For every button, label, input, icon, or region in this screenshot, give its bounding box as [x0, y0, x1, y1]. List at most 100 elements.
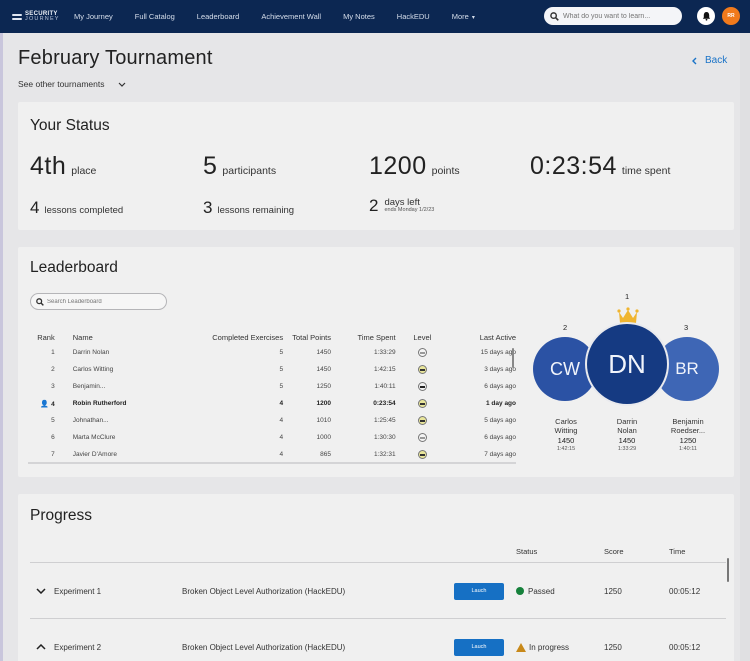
security-journey-logo[interactable]: SECURITY JOURNEY [12, 11, 64, 23]
nav-more[interactable]: More ▾ [452, 12, 475, 21]
podium-info-second: Carlos Witting 1450 1:42:15 [533, 417, 599, 452]
points-cell: 1000 [316, 434, 332, 441]
points-cell: 1450 [316, 349, 332, 356]
progress-header-divider [30, 562, 726, 563]
stat-points: 1200 points [369, 152, 460, 181]
top-three-podium: 2 1 3 CW BR DN Carlos Witting 1450 1:42:… [531, 287, 731, 467]
name-cell: Marta McClure [72, 434, 116, 441]
nav-leaderboard[interactable]: Leaderboard [196, 12, 240, 21]
rank-cell: 6 [51, 434, 55, 441]
podium-rank-3: 3 [684, 323, 689, 332]
score-cell: 1250 [604, 586, 622, 596]
col-status: Status [516, 547, 538, 556]
logo-line1: SECURITY [25, 10, 58, 17]
progress-title: Progress [30, 507, 93, 524]
search-icon [36, 297, 44, 306]
table-row[interactable]: 5 Johnathan... 4 1010 1:25:45 5 days ago [28, 412, 516, 429]
bell-icon [702, 11, 710, 21]
stat-lessons-completed: 4 lessons completed [30, 198, 123, 218]
last-active-cell: 3 days ago [484, 366, 516, 373]
leaderboard-title: Leaderboard [30, 259, 118, 276]
notifications-button[interactable] [697, 7, 715, 25]
time-cell: 1:40:11 [374, 383, 396, 390]
rank-cell: 1 [51, 349, 55, 356]
score-cell: 1250 [604, 642, 622, 652]
experiment-label: Experiment 1 [54, 586, 102, 596]
table-row[interactable]: 3 Benjamin... 5 1250 1:40:11 6 days ago [28, 378, 516, 395]
course-title: Broken Object Level Authorization (HackE… [182, 586, 346, 596]
nav-hackedu[interactable]: HackEDU [396, 12, 430, 21]
points-label: points [431, 165, 460, 177]
podium-rank-2: 2 [563, 323, 568, 332]
chevron-left-icon [692, 57, 697, 64]
caret-down-icon: ▾ [471, 15, 475, 21]
leaderboard-search-input[interactable] [47, 298, 157, 305]
your-status-title: Your Status [30, 117, 110, 134]
podium-time: 1:40:11 [679, 445, 697, 452]
table-row[interactable]: 1 Darrin Nolan 5 1450 1:33:29 15 days ag… [28, 344, 516, 361]
stat-days-left: 2 days left ends Monday 1/2/23 [369, 196, 434, 216]
name-cell: Carlos Witting [72, 366, 114, 373]
launch-button[interactable]: Lauch [454, 638, 504, 656]
podium-points: 1450 [557, 436, 575, 446]
progress-row-divider [30, 618, 726, 619]
chevron-down-icon[interactable] [36, 588, 46, 594]
level-badge-icon [417, 416, 427, 425]
table-row-current-user[interactable]: 👤 4 Robin Rutherford 4 1200 0:23:54 1 day… [28, 395, 516, 412]
points-cell: 1010 [316, 417, 332, 424]
table-row[interactable]: 7 Javier D'Amore 4 865 1:32:31 7 days ag… [28, 446, 516, 463]
back-link[interactable]: Back [692, 55, 727, 66]
rank-cell: 3 [51, 383, 55, 390]
name-cell: Benjamin... [72, 383, 106, 390]
col-time-spent[interactable]: Time Spent [357, 332, 396, 342]
col-time: Time [669, 547, 686, 556]
page-scrollbar-track[interactable] [740, 33, 750, 661]
leaderboard-search[interactable] [30, 293, 167, 310]
completed-cell: 4 [279, 434, 284, 441]
name-cell: Johnathan... [72, 417, 109, 424]
col-last-active[interactable]: Last Active [479, 332, 516, 342]
podium-first-name: Carlos [555, 417, 577, 426]
leaderboard-card: Leaderboard Rank Name Completed Exercise… [18, 247, 734, 477]
col-completed-exercises[interactable]: Completed Exercises [212, 332, 284, 342]
nav-achievement-wall[interactable]: Achievement Wall [261, 12, 322, 21]
nav-my-journey[interactable]: My Journey [74, 12, 113, 21]
last-active-cell: 5 days ago [484, 417, 516, 424]
last-active-cell: 6 days ago [484, 383, 516, 390]
podium-first-name: Darrin [616, 417, 638, 426]
col-rank[interactable]: Rank [37, 332, 55, 342]
leaderboard-table: Rank Name Completed Exercises Total Poin… [28, 330, 516, 463]
chevron-up-icon[interactable] [36, 644, 46, 650]
avatar-first-place[interactable]: DN [587, 324, 667, 404]
nav-my-notes[interactable]: My Notes [343, 12, 375, 21]
stat-time-spent: 0:23:54 time spent [530, 152, 670, 181]
table-row[interactable]: 2 Carlos Witting 5 1450 1:42:15 3 days a… [28, 361, 516, 378]
rank-cell: 7 [51, 451, 55, 458]
global-search-input[interactable] [563, 12, 681, 20]
avatar-second-place[interactable]: CW [533, 337, 597, 401]
global-search[interactable] [544, 7, 682, 25]
place-value: 4th [30, 152, 67, 180]
col-total-points[interactable]: Total Points [292, 332, 332, 342]
launch-button[interactable]: Lauch [454, 582, 504, 600]
leaderboard-table-divider [28, 462, 516, 464]
col-name[interactable]: Name [72, 332, 93, 342]
points-cell: 1200 [316, 400, 332, 407]
points-cell: 865 [320, 451, 332, 458]
days-left-label: days left [384, 197, 420, 209]
nav-full-catalog[interactable]: Full Catalog [134, 12, 175, 21]
table-row[interactable]: 6 Marta McClure 4 1000 1:30:30 6 days ag… [28, 429, 516, 446]
leaderboard-scrollbar[interactable] [512, 348, 514, 368]
tournament-select-dropdown[interactable]: See other tournaments [18, 79, 126, 89]
time-cell: 00:05:12 [669, 586, 701, 596]
user-avatar[interactable]: RR [722, 7, 740, 25]
level-badge-icon [417, 433, 427, 442]
your-status-card: Your Status 4th place 5 participants 120… [18, 102, 734, 230]
col-level[interactable]: Level [413, 332, 432, 342]
last-active-cell: 6 days ago [484, 434, 516, 441]
level-badge-icon [417, 348, 427, 357]
progress-scrollbar[interactable] [727, 558, 729, 582]
top-navigation: SECURITY JOURNEY My Journey Full Catalog… [0, 0, 750, 33]
stat-lessons-remaining: 3 lessons remaining [203, 198, 294, 218]
progress-row: Experiment 1 Broken Object Level Authori… [30, 581, 726, 601]
